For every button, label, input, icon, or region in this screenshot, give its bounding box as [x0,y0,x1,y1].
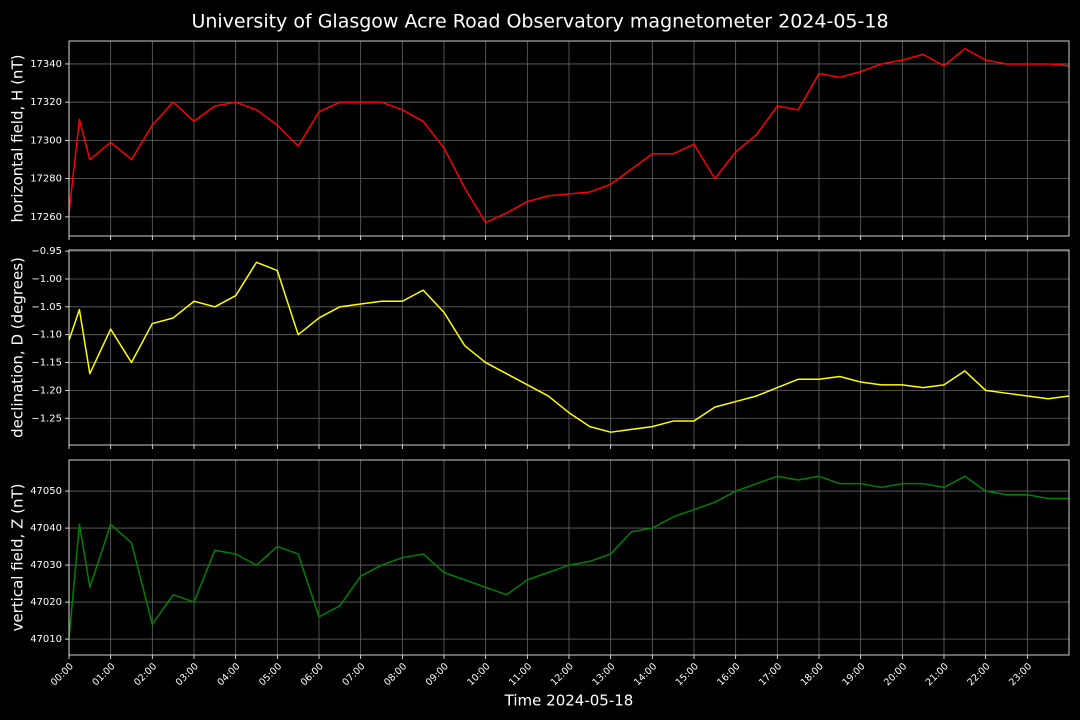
y-tick-label: 47050 [30,486,62,497]
y-tick-label: 17300 [30,135,62,146]
plot-frame [68,40,1070,237]
x-tick-label: 05:00 [257,661,284,688]
figure-title: University of Glasgow Acre Road Observat… [191,11,888,33]
y-axis-label: horizontal field, H (nT) [9,55,27,223]
y-tick-label: 47030 [30,560,62,571]
y-tick-label: −1.25 [31,413,62,424]
x-tick-label: 18:00 [799,661,826,688]
x-tick-label: 08:00 [382,661,409,688]
x-tick-label: 07:00 [340,661,367,688]
y-tick-label: 47040 [30,523,62,534]
y-tick-label: 17340 [30,59,62,70]
x-tick-label: 03:00 [174,661,201,688]
x-tick-label: 16:00 [715,661,742,688]
x-tick-label: 13:00 [590,661,617,688]
y-tick-label: −1.05 [31,302,62,313]
x-tick-label: 22:00 [965,661,992,688]
x-tick-label: 15:00 [674,661,701,688]
x-tick-label: 17:00 [757,661,784,688]
x-tick-label: 01:00 [90,661,117,688]
y-tick-label: 17260 [30,212,62,223]
y-tick-label: −1.10 [31,330,62,341]
y-axis-label: vertical field, Z (nT) [9,483,27,631]
plot-frame [68,249,1070,446]
plot-frame [68,459,1070,656]
x-tick-label: 02:00 [132,661,159,688]
x-tick-label: 21:00 [924,661,951,688]
y-tick-label: −1.20 [31,385,62,396]
x-tick-label: 23:00 [1007,661,1034,688]
x-tick-label: 19:00 [840,661,867,688]
x-tick-label: 20:00 [882,661,909,688]
y-axis-label: declination, D (degrees) [9,257,27,438]
y-tick-label: 47020 [30,597,62,608]
y-tick-label: 47010 [30,634,62,645]
data-line [68,261,1070,433]
x-tick-label: 06:00 [299,661,326,688]
x-tick-label: 12:00 [549,661,576,688]
y-tick-label: 17280 [30,174,62,185]
y-tick-label: 17320 [30,97,62,108]
y-tick-label: −1.00 [31,274,62,285]
data-line [68,475,1069,640]
x-tick-label: 10:00 [465,661,492,688]
x-tick-label: 11:00 [507,661,534,688]
x-tick-label: 04:00 [215,661,242,688]
x-axis-label: Time 2024-05-18 [504,692,634,710]
x-tick-label: 09:00 [424,661,451,688]
y-tick-label: −1.15 [31,358,62,369]
data-line [68,47,1070,224]
y-tick-label: −0.95 [31,246,62,257]
x-tick-label: 00:00 [49,661,76,688]
x-tick-label: 14:00 [632,661,659,688]
